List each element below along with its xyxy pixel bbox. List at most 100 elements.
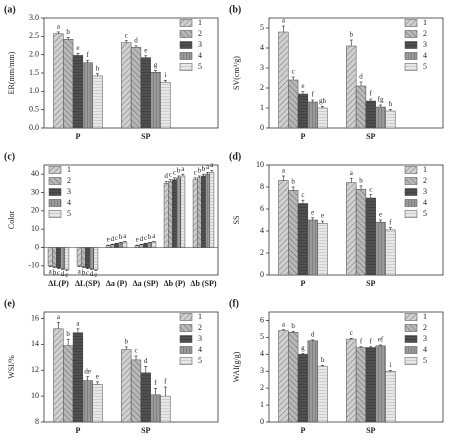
value-label: e xyxy=(65,271,68,279)
bar-hatch xyxy=(356,347,366,422)
y-axis-label: ER(mm/mm) xyxy=(7,51,16,94)
value-label: f xyxy=(370,90,373,98)
value-label: d xyxy=(140,235,144,243)
value-label: f xyxy=(312,91,315,99)
y-tick-label: 1.5 xyxy=(29,68,39,77)
value-label: b xyxy=(291,178,295,186)
legend-label: 5 xyxy=(198,356,202,365)
value-label: e xyxy=(321,212,324,220)
bar-hatch xyxy=(317,223,328,275)
bar-hatch xyxy=(164,183,169,248)
y-tick-label: 10 xyxy=(256,160,264,169)
legend-label: 4 xyxy=(423,51,427,60)
value-label: c xyxy=(125,31,128,39)
y-tick-label: 2 xyxy=(260,83,264,92)
bar-hatch xyxy=(375,107,386,128)
y-tick-label: 6 xyxy=(260,315,264,324)
bar-hatch xyxy=(205,174,210,248)
value-label: b xyxy=(53,268,57,276)
legend-hatch xyxy=(49,199,61,207)
bar-hatch xyxy=(92,75,103,128)
legend-hatch xyxy=(405,199,417,207)
y-axis-label: SS xyxy=(232,216,241,225)
value-label: b xyxy=(82,268,86,276)
x-tick-label: P xyxy=(75,132,80,141)
legend-label: 2 xyxy=(423,323,427,332)
y-tick-label: -10 xyxy=(28,261,39,270)
x-tick-label: P xyxy=(75,426,80,435)
legend-hatch xyxy=(405,335,417,343)
value-label: d xyxy=(90,270,94,278)
value-label: b xyxy=(198,167,202,175)
y-axis-label: Color xyxy=(7,211,16,230)
bar-hatch xyxy=(110,244,115,248)
legend-hatch xyxy=(180,52,192,60)
y-tick-label: 16 xyxy=(31,313,39,322)
plot-frame xyxy=(43,164,219,276)
y-tick-label: 0 xyxy=(260,417,264,426)
value-label: a xyxy=(49,267,53,275)
y-tick-label: 2.0 xyxy=(29,49,39,58)
value-label: f xyxy=(87,51,90,59)
bar-hatch xyxy=(60,247,65,269)
value-label: e xyxy=(94,271,97,279)
x-tick-label: P xyxy=(300,279,305,288)
bar-hatch xyxy=(150,72,161,128)
bar-hatch xyxy=(375,345,386,422)
legend-hatch xyxy=(49,210,61,218)
x-tick-label: Δa (P) xyxy=(106,279,128,288)
value-label: f xyxy=(164,378,167,386)
bar-hatch xyxy=(197,177,202,248)
y-tick-label: 20 xyxy=(31,206,39,215)
value-label: d xyxy=(134,36,138,44)
legend-label: 2 xyxy=(67,176,71,185)
bar-hatch xyxy=(356,86,366,128)
bar-hatch xyxy=(64,247,69,270)
y-tick-label: 14 xyxy=(31,339,39,348)
bar-hatch xyxy=(143,243,148,248)
legend-hatch xyxy=(405,210,417,218)
legend-label: 5 xyxy=(423,62,427,71)
value-label: f xyxy=(360,337,363,345)
y-tick-label: 1.0 xyxy=(29,86,39,95)
legend-label: 3 xyxy=(198,40,202,49)
legend-label: 3 xyxy=(423,187,427,196)
y-tick-label: 5 xyxy=(260,332,264,341)
value-label: a xyxy=(206,163,210,171)
bar-hatch xyxy=(346,339,357,422)
bar-hatch xyxy=(56,247,61,268)
bar-hatch xyxy=(307,340,318,422)
legend-label: 5 xyxy=(198,62,202,71)
legend-hatch xyxy=(180,63,192,71)
value-label: i xyxy=(389,361,391,369)
y-tick-label: 10 xyxy=(31,391,39,400)
value-label: e xyxy=(144,46,147,54)
value-label: fg xyxy=(378,96,384,104)
y-tick-label: 6 xyxy=(260,204,264,213)
legend-label: 3 xyxy=(198,334,202,343)
legend-label: 1 xyxy=(67,165,71,174)
x-tick-label: ΔL(P) xyxy=(48,279,69,288)
value-label: c xyxy=(86,269,89,277)
legend-label: 1 xyxy=(423,18,427,27)
legend-hatch xyxy=(405,346,417,354)
y-tick-label: 2 xyxy=(260,248,264,257)
value-label: b xyxy=(66,28,70,36)
legend-hatch xyxy=(405,357,417,365)
value-label: e xyxy=(136,236,139,244)
x-tick-label: P xyxy=(300,426,305,435)
y-tick-label: 3 xyxy=(260,63,264,72)
bar-hatch xyxy=(52,247,57,267)
legend-label: 4 xyxy=(198,345,202,354)
y-tick-label: 0 xyxy=(260,270,264,279)
legend-label: 3 xyxy=(423,40,427,49)
value-label: d xyxy=(164,172,168,180)
legend-label: 1 xyxy=(198,18,202,27)
bar-hatch xyxy=(365,101,376,128)
y-tick-label: 3 xyxy=(260,366,264,375)
value-label: a xyxy=(282,167,286,175)
value-label: b xyxy=(349,31,353,39)
bar-hatch xyxy=(317,108,328,128)
y-tick-label: 0.5 xyxy=(29,104,39,113)
bar-hatch xyxy=(53,33,64,129)
